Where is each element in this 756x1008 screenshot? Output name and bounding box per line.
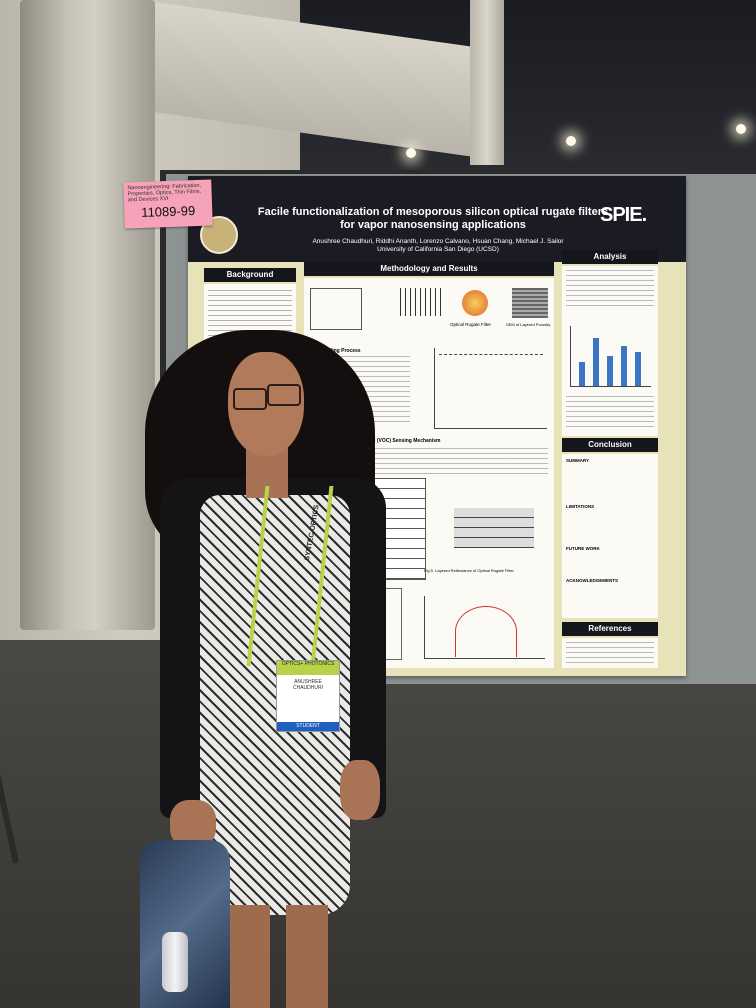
paper-number: 11089-99 [141,203,196,220]
analysis-text-lines-2 [566,396,654,430]
poster-title: Facile functionalization of mesoporous s… [248,206,618,232]
etching-cell-diagram [310,288,362,330]
section-heading-conclusion: Conclusion [562,438,658,452]
reflectance-caption: Fig 5. Layered Reflectance of Optical Ru… [424,568,514,573]
bar [607,356,613,386]
section-heading-references: References [562,622,658,636]
author-list: Anushree Chaudhuri, Riddhi Ananth, Loren… [312,238,564,245]
conclusion-acknowledgements: ACKNOWLEDGEMENTS [566,578,618,583]
rugate-filter-disc [462,290,488,316]
analysis-panel [562,266,658,436]
badge-name: ANUSHREE CHAUDHURI [293,679,323,691]
legs [228,905,328,1008]
rugate-filter-label: Optical Rugate Filter [450,322,492,327]
bar [621,346,627,386]
badge-role: STUDENT [277,722,339,731]
conclusion-summary: SUMMARY [566,458,590,463]
session-name: Nanoengineering: Fabrication, Properties… [127,182,202,204]
plot-line [439,354,543,355]
poster-authors: Anushree Chaudhuri, Riddhi Ananth, Loren… [258,238,618,254]
layered-reflectance-diagram [444,478,544,568]
spectrum-curve [455,606,517,657]
conclusion-future-work: FUTURE WORK [566,546,600,551]
ceiling-light [406,148,416,158]
section-heading-background: Background [204,268,296,282]
conclusion-panel: SUMMARY LIMITATIONS FUTURE WORK ACKNOWLE… [562,454,658,618]
bar-chart-figure [570,326,651,387]
spie-logo: SPIE. [600,204,647,226]
bar [635,352,641,386]
current-waveform [400,288,444,316]
concrete-column [20,0,155,630]
sem-label: SEM of Layered Porosity [506,322,551,327]
voc-sensing-heading: Volatile Organic Compound (VOC) Sensing … [310,438,441,444]
section-heading-methodology: Methodology and Results [304,262,554,276]
fabrication-figure: Optical Rugate Filter SEM of Layered Por… [310,282,550,342]
session-tag: Nanoengineering: Fabrication, Properties… [123,179,213,229]
glasses-lens-left [233,388,267,410]
spectra-plot [424,596,545,659]
water-bottle [162,932,188,992]
ceiling-light [736,124,746,134]
ceiling-light [566,136,576,146]
right-hand [340,760,380,820]
section-heading-analysis: Analysis [562,250,658,264]
references-panel [562,638,658,668]
badge-event: OPTICS+ PHOTONICS [277,661,339,675]
affiliation: University of California San Diego (UCSD… [377,246,499,253]
bar [579,362,585,386]
poster-title-line2: for vapor nanosensing applications [340,219,526,231]
name-badge: OPTICS+ PHOTONICS ANUSHREE CHAUDHURI STU… [276,660,340,732]
sem-image [512,288,548,318]
poster-header: Facile functionalization of mesoporous s… [188,176,686,262]
bar [593,338,599,386]
contact-angle-plot [434,348,547,429]
analysis-text-lines [566,270,654,310]
right-pillar [470,0,504,165]
references-text-lines [566,642,654,664]
conclusion-limitations: LIMITATIONS [566,504,595,509]
neck [246,448,288,498]
poster-title-line1: Facile functionalization of mesoporous s… [257,206,609,218]
glasses-lens-right [267,384,301,406]
layer-stack [454,508,534,548]
